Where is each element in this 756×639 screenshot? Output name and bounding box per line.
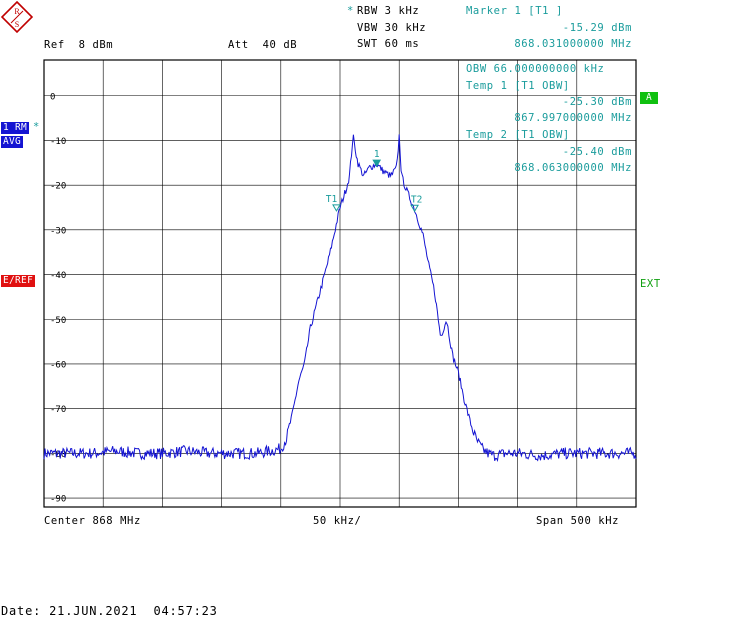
vbw-label: VBW 30 kHz	[357, 22, 427, 34]
logo-letter-s: S	[15, 20, 19, 29]
y-tick-label: -30	[50, 226, 66, 236]
center-frequency-label: Center 868 MHz	[44, 515, 141, 527]
avg-badge: AVG	[1, 136, 24, 148]
marker-annotations: 1 T1 T2	[326, 149, 422, 213]
marker-label: T1	[326, 194, 338, 205]
marker-frequency: 868.031000000 MHz	[514, 38, 632, 50]
spectrum-trace	[43, 134, 637, 463]
plot-grid	[43, 59, 637, 508]
ref-level-label: Ref 8 dBm	[44, 39, 114, 51]
marker-triangle-icon	[332, 204, 341, 212]
rohde-schwarz-logo: R S	[1, 1, 33, 33]
ext-label: EXT	[640, 278, 661, 290]
marker-label: 1	[374, 149, 380, 160]
logo-letter-r: R	[14, 7, 20, 16]
y-tick-label: -20	[50, 182, 66, 192]
marker-level: -15.29 dBm	[562, 22, 632, 34]
attenuation-label: Att 40 dB	[228, 39, 298, 51]
obw-label: OBW 66.000000000 kHz	[466, 63, 605, 75]
marker-triangle-icon	[372, 159, 382, 168]
y-tick-label: -70	[50, 405, 66, 415]
y-tick-label: -10	[50, 137, 66, 147]
y-tick-label: -50	[50, 316, 66, 326]
temp1-title: Temp 1 [T1 OBW]	[466, 80, 570, 92]
eref-badge: E/REF	[1, 275, 36, 287]
temp1-level: -25.30 dBm	[562, 96, 632, 108]
marker-triangle-icon	[410, 204, 419, 213]
marker-label: T2	[411, 194, 422, 205]
division-label: 50 kHz/	[313, 515, 362, 527]
span-label: Span 500 kHz	[536, 515, 620, 527]
temp2-title: Temp 2 [T1 OBW]	[466, 129, 570, 141]
trace-rm-badge: 1 RM	[1, 122, 30, 134]
swt-label: SWT 60 ms	[357, 38, 420, 50]
y-tick-label: -90	[50, 495, 66, 505]
temp2-level: -25.40 dBm	[562, 146, 632, 158]
date-label: Date: 21.JUN.2021 04:57:23	[1, 604, 218, 618]
y-tick-labels: 0 -10 -20 -30 -40 -50 -60 -70 -80 -90	[50, 92, 66, 504]
temp1-frequency: 867.997000000 MHz	[514, 112, 632, 124]
trace-group	[43, 134, 637, 463]
trace-star-icon: *	[33, 121, 40, 133]
temp2-frequency: 868.063000000 MHz	[514, 162, 632, 174]
y-tick-label: 0	[50, 92, 55, 102]
y-tick-label: -80	[50, 450, 66, 460]
marker-title: Marker 1 [T1 ]	[466, 5, 563, 17]
rbw-star-icon: *	[347, 5, 354, 17]
y-tick-label: -60	[50, 360, 66, 370]
y-tick-label: -40	[50, 271, 66, 281]
rbw-label: RBW 3 kHz	[357, 5, 420, 17]
a-badge: A	[640, 92, 659, 104]
